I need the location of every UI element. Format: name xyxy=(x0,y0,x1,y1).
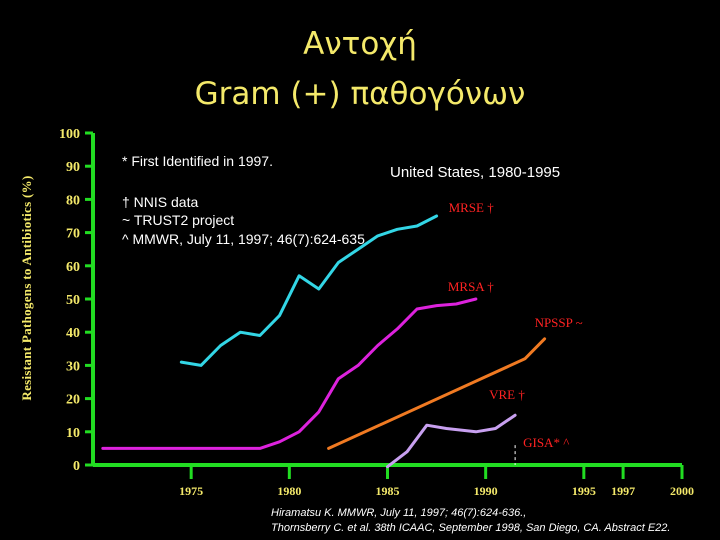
y-tick-labels: 0 10 20 30 40 50 60 70 80 90 100 xyxy=(59,127,80,474)
slide-title-line-2: Gram (+) παθογόνων xyxy=(194,76,526,112)
chart-axes xyxy=(85,131,684,479)
y-tick-label: 10 xyxy=(66,426,80,441)
citation-line-2: Thornsberry C. et al. 38th ICAAC, Septem… xyxy=(271,522,671,534)
y-tick-label: 90 xyxy=(66,160,80,175)
x-tick-label: 1985 xyxy=(376,484,400,498)
y-tick-label: 100 xyxy=(59,127,80,142)
region-note: United States, 1980-1995 xyxy=(390,164,561,181)
series-line xyxy=(179,214,439,367)
y-tick-label: 70 xyxy=(66,227,80,242)
x-tick-label: 1997 xyxy=(611,484,635,498)
y-tick-label: 50 xyxy=(66,293,80,308)
series-labels: MRSE † MRSA † NPSSP ~ VRE † GISA* ^ xyxy=(448,200,583,450)
mmwr-note: ^ MMWR, July 11, 1997; 46(7):624-635. xyxy=(122,231,369,247)
series-lines xyxy=(101,214,547,469)
series-line xyxy=(101,297,478,450)
x-tick-label: 1980 xyxy=(277,484,301,498)
citation: Hiramatsu K. MMWR, July 11, 1997; 46(7):… xyxy=(271,506,670,536)
first-identified-note: * First Identified in 1997. xyxy=(122,153,273,169)
y-tick-label: 0 xyxy=(73,459,80,474)
series-label: NPSSP ~ xyxy=(535,315,583,330)
x-tick-label: 1990 xyxy=(474,484,498,498)
series-line xyxy=(327,337,547,450)
series-label: VRE † xyxy=(489,387,525,402)
citation-line-1: Hiramatsu K. MMWR, July 11, 1997; 46(7):… xyxy=(271,507,527,519)
x-tick-label: 1975 xyxy=(179,484,203,498)
series-line xyxy=(386,413,517,469)
y-tick-label: 20 xyxy=(66,393,80,408)
series-label: MRSA † xyxy=(448,279,494,294)
slide-title-line-1: Αντοχή xyxy=(303,26,417,62)
nnis-note: † NNIS data xyxy=(122,194,199,210)
trust-note: ~ TRUST2 project xyxy=(122,212,235,228)
y-tick-label: 30 xyxy=(66,359,80,374)
y-tick-label: 80 xyxy=(66,193,80,208)
marker-label: GISA* ^ xyxy=(523,435,569,450)
y-tick-label: 40 xyxy=(66,326,80,341)
x-tick-labels: 1975 1980 1985 1990 1995 1997 2000 xyxy=(179,484,694,498)
y-tick-label: 60 xyxy=(66,260,80,275)
x-tick-label: 1995 xyxy=(572,484,596,498)
x-tick-label: 2000 xyxy=(670,484,694,498)
series-label: MRSE † xyxy=(449,200,495,215)
